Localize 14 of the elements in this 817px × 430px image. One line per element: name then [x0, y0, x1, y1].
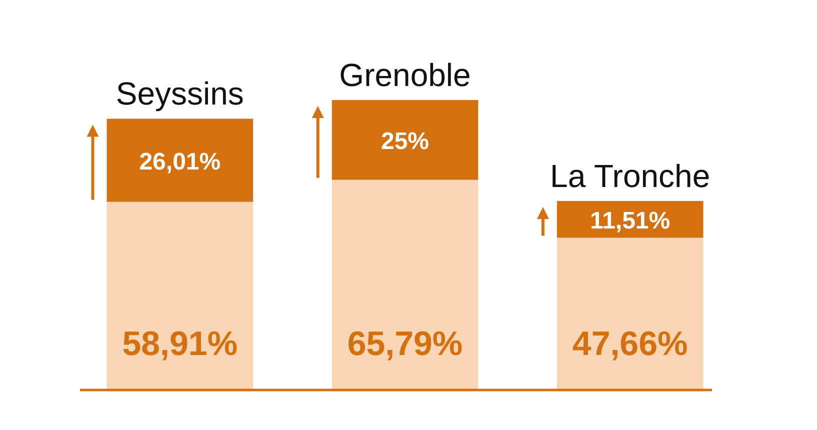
- data-label: 26,01%: [139, 148, 221, 176]
- x-tick-label: La Tronche: [550, 158, 710, 194]
- bar: [556, 238, 704, 390]
- bar: [106, 202, 254, 390]
- data-label: 47,66%: [572, 325, 688, 363]
- data-label: 11,51%: [590, 207, 670, 234]
- data-label: 58,91%: [122, 325, 238, 363]
- data-label: 25%: [380, 128, 430, 155]
- bar: [332, 180, 478, 390]
- bar: [106, 118, 254, 202]
- data-label: 65,79%: [347, 325, 463, 363]
- x-tick-label: Grenoble: [339, 57, 471, 93]
- x-tick-label: Seyssins: [116, 76, 244, 112]
- bar: [332, 100, 478, 180]
